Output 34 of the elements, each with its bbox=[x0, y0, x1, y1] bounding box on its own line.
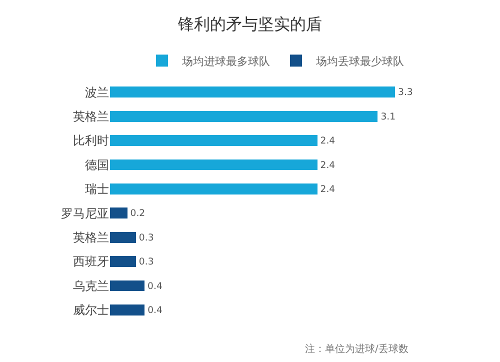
y-tick-label: 比利时 bbox=[73, 134, 109, 148]
bar bbox=[110, 86, 395, 98]
data-label: 2.4 bbox=[320, 160, 336, 171]
legend-label: 场均进球最多球队 bbox=[181, 54, 270, 68]
data-label: 3.3 bbox=[398, 87, 413, 98]
data-label: 0.3 bbox=[138, 256, 154, 268]
bar bbox=[110, 208, 128, 219]
bar bbox=[110, 232, 136, 243]
data-label: 3.1 bbox=[380, 111, 396, 122]
bar bbox=[110, 135, 318, 146]
bar bbox=[110, 304, 145, 316]
data-label: 0.2 bbox=[130, 208, 146, 220]
y-tick-label: 德国 bbox=[85, 158, 109, 172]
y-tick-label: 罗马尼亚 bbox=[61, 206, 109, 220]
bar bbox=[110, 110, 378, 122]
y-tick-label: 英格兰 bbox=[73, 110, 109, 124]
y-tick-label: 威尔士 bbox=[73, 303, 109, 318]
bar bbox=[110, 183, 318, 194]
bar bbox=[110, 159, 318, 170]
y-tick-label: 瑞士 bbox=[85, 182, 109, 196]
chart-title: 锋利的矛与坚实的盾 bbox=[177, 14, 322, 34]
data-label: 2.4 bbox=[320, 136, 336, 147]
data-label: 0.4 bbox=[148, 305, 162, 316]
y-tick-label: 英格兰 bbox=[73, 230, 109, 244]
y-tick-label: 乌克兰 bbox=[73, 278, 109, 293]
y-tick-label: 波兰 bbox=[85, 85, 109, 100]
data-label: 0.3 bbox=[138, 232, 154, 244]
bar bbox=[110, 256, 136, 267]
y-tick-label: 西班牙 bbox=[73, 254, 109, 269]
legend-label: 场均丢球最少球队 bbox=[315, 54, 404, 68]
data-label: 2.4 bbox=[320, 184, 336, 196]
bar bbox=[110, 280, 145, 292]
data-label: 0.4 bbox=[148, 280, 162, 292]
text: 注：单位为进球/丢球数 bbox=[305, 343, 408, 355]
